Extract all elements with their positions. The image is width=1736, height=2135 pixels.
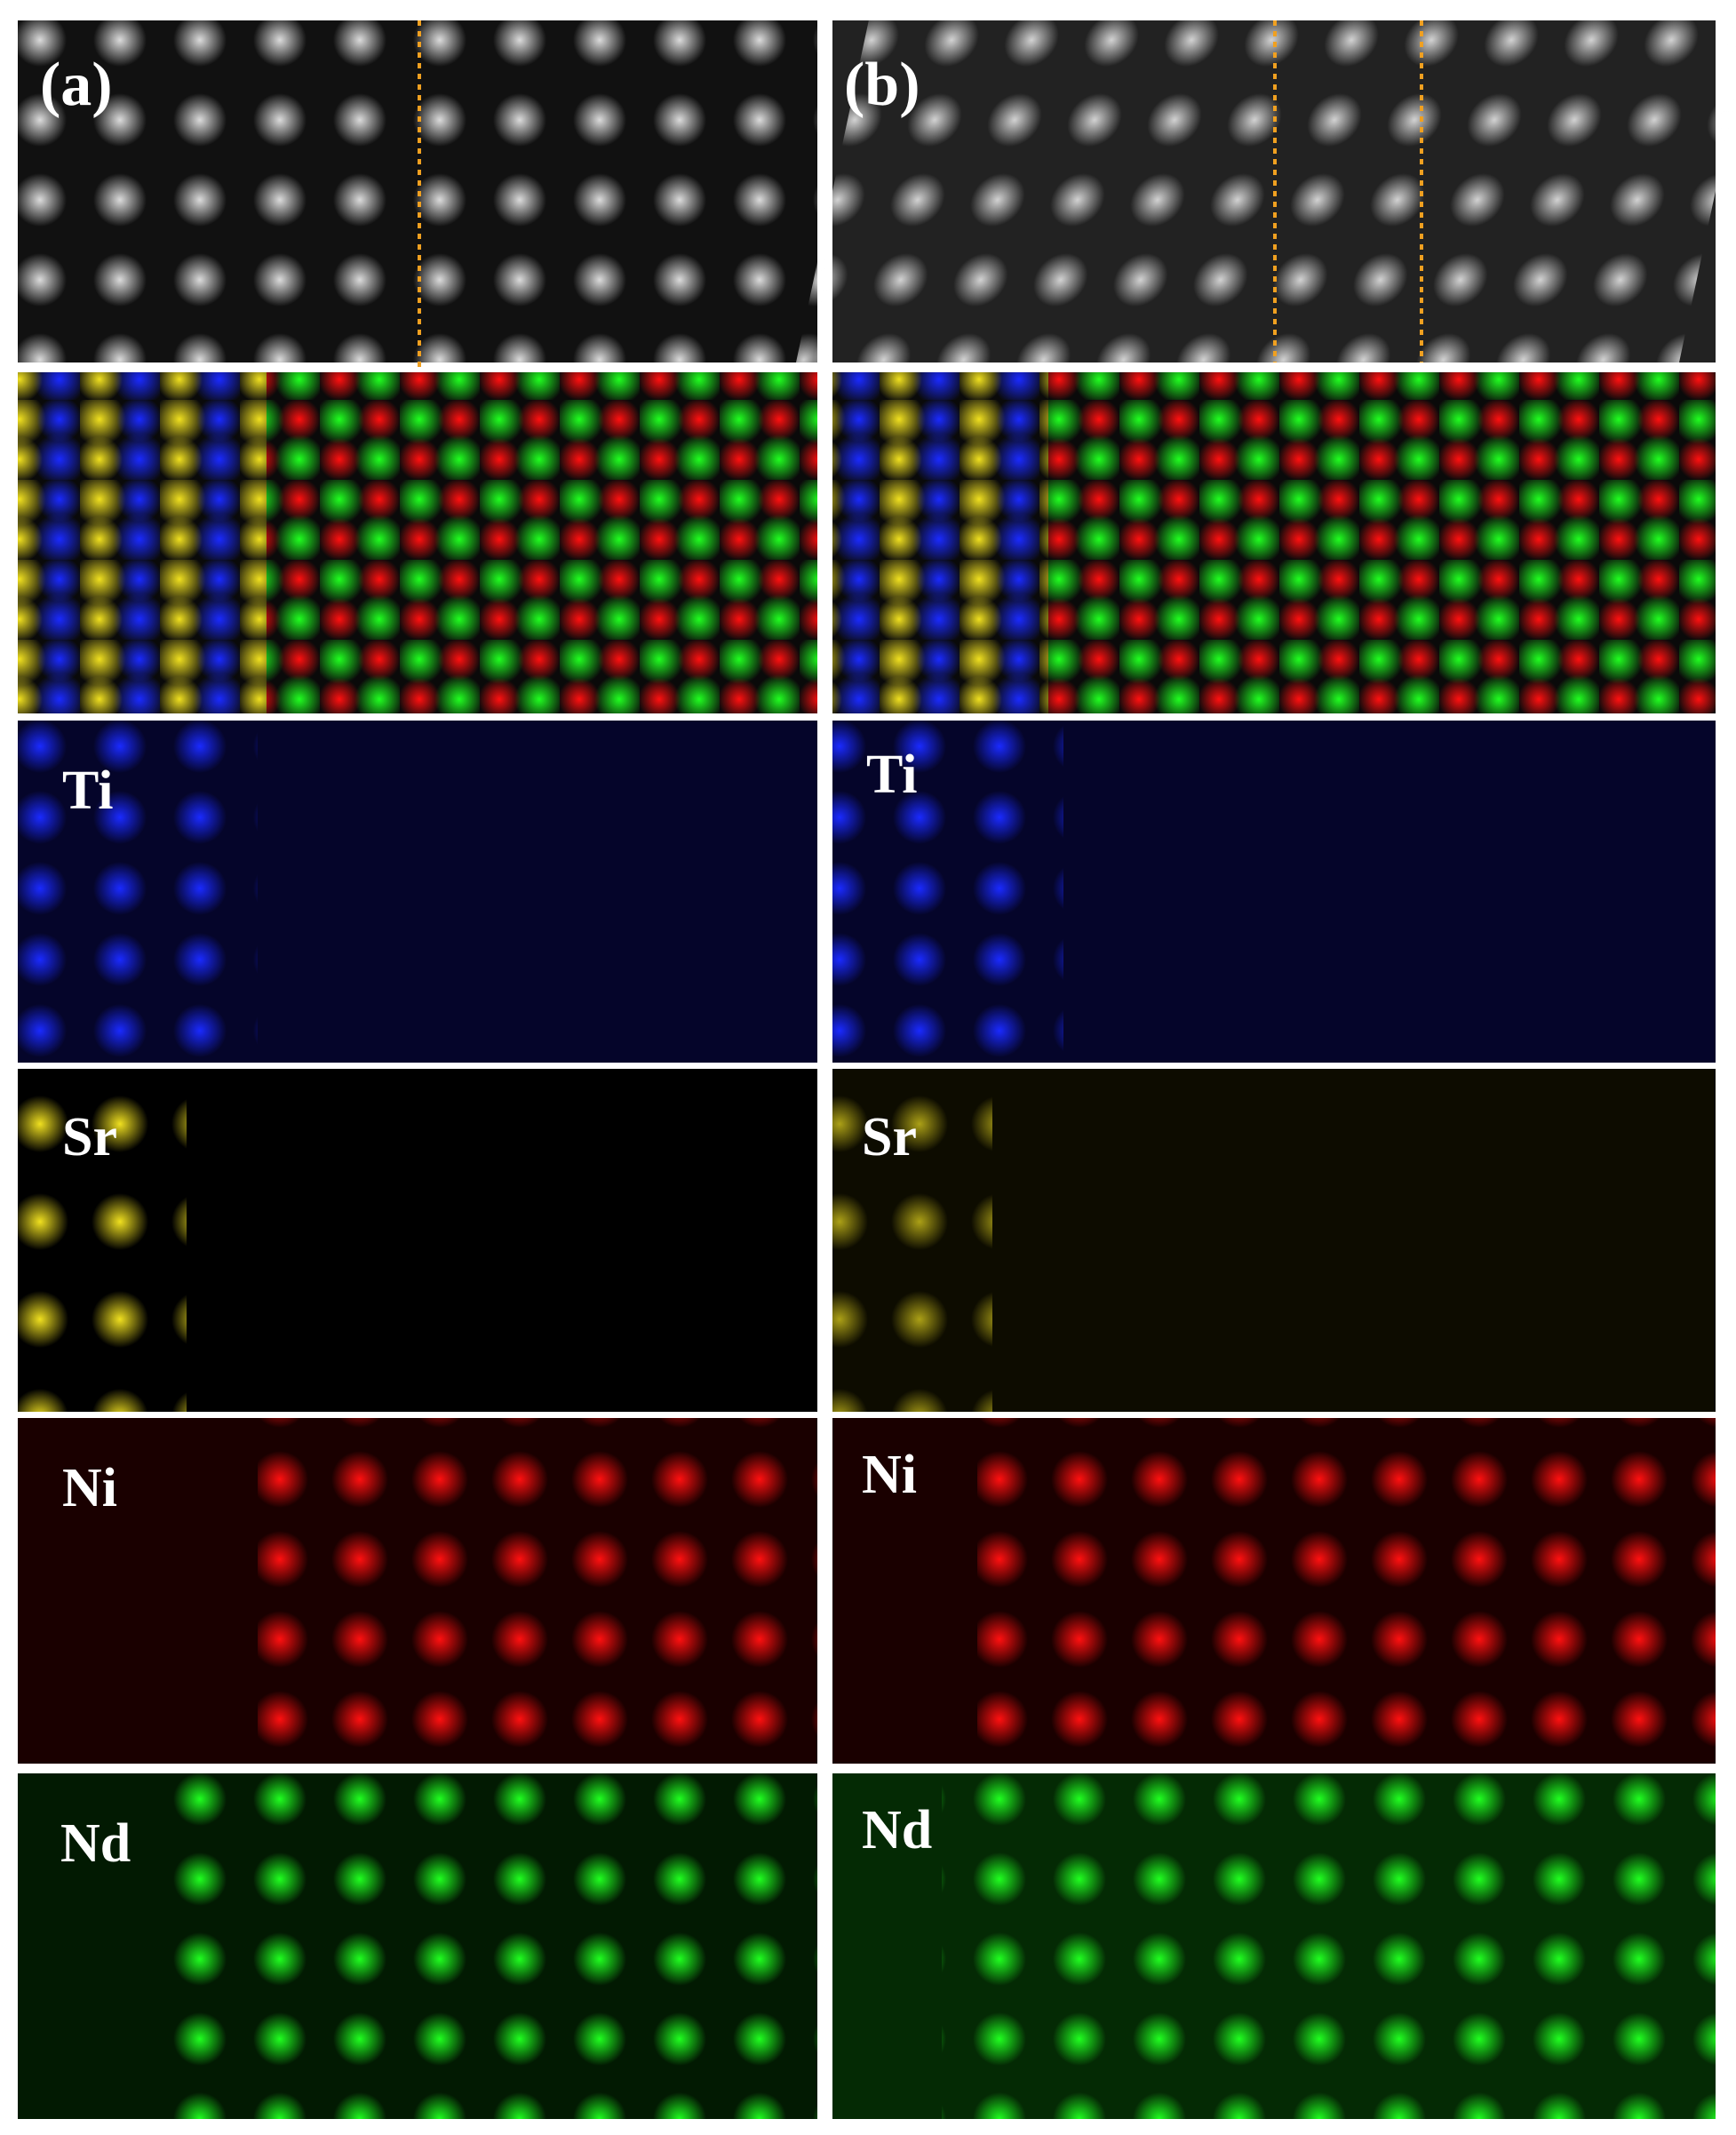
element-label: Ti <box>866 745 917 805</box>
composite-image <box>1048 372 1716 713</box>
composite-image <box>18 372 267 713</box>
element-label: Ni <box>62 1458 117 1518</box>
ni-map <box>977 1418 1716 1764</box>
ti-map <box>832 721 1063 1063</box>
element-label: Ni <box>862 1445 917 1505</box>
panel-label: (a) <box>40 51 113 119</box>
element-label: Sr <box>62 1107 117 1167</box>
panel-label: (b) <box>844 51 920 119</box>
element-label: Sr <box>862 1107 917 1167</box>
element-label: Nd <box>60 1813 131 1874</box>
element-label: Nd <box>862 1800 932 1860</box>
element-label: Ti <box>62 761 113 821</box>
nd-map <box>160 1773 817 2119</box>
sr-map <box>832 1069 992 1412</box>
haadf-image <box>795 20 1736 362</box>
composite-image <box>832 372 1048 713</box>
composite-image <box>267 372 817 713</box>
ni-map <box>258 1418 817 1764</box>
ti-map <box>18 721 258 1063</box>
nd-map <box>942 1773 1716 2119</box>
sr-map <box>18 1069 187 1412</box>
